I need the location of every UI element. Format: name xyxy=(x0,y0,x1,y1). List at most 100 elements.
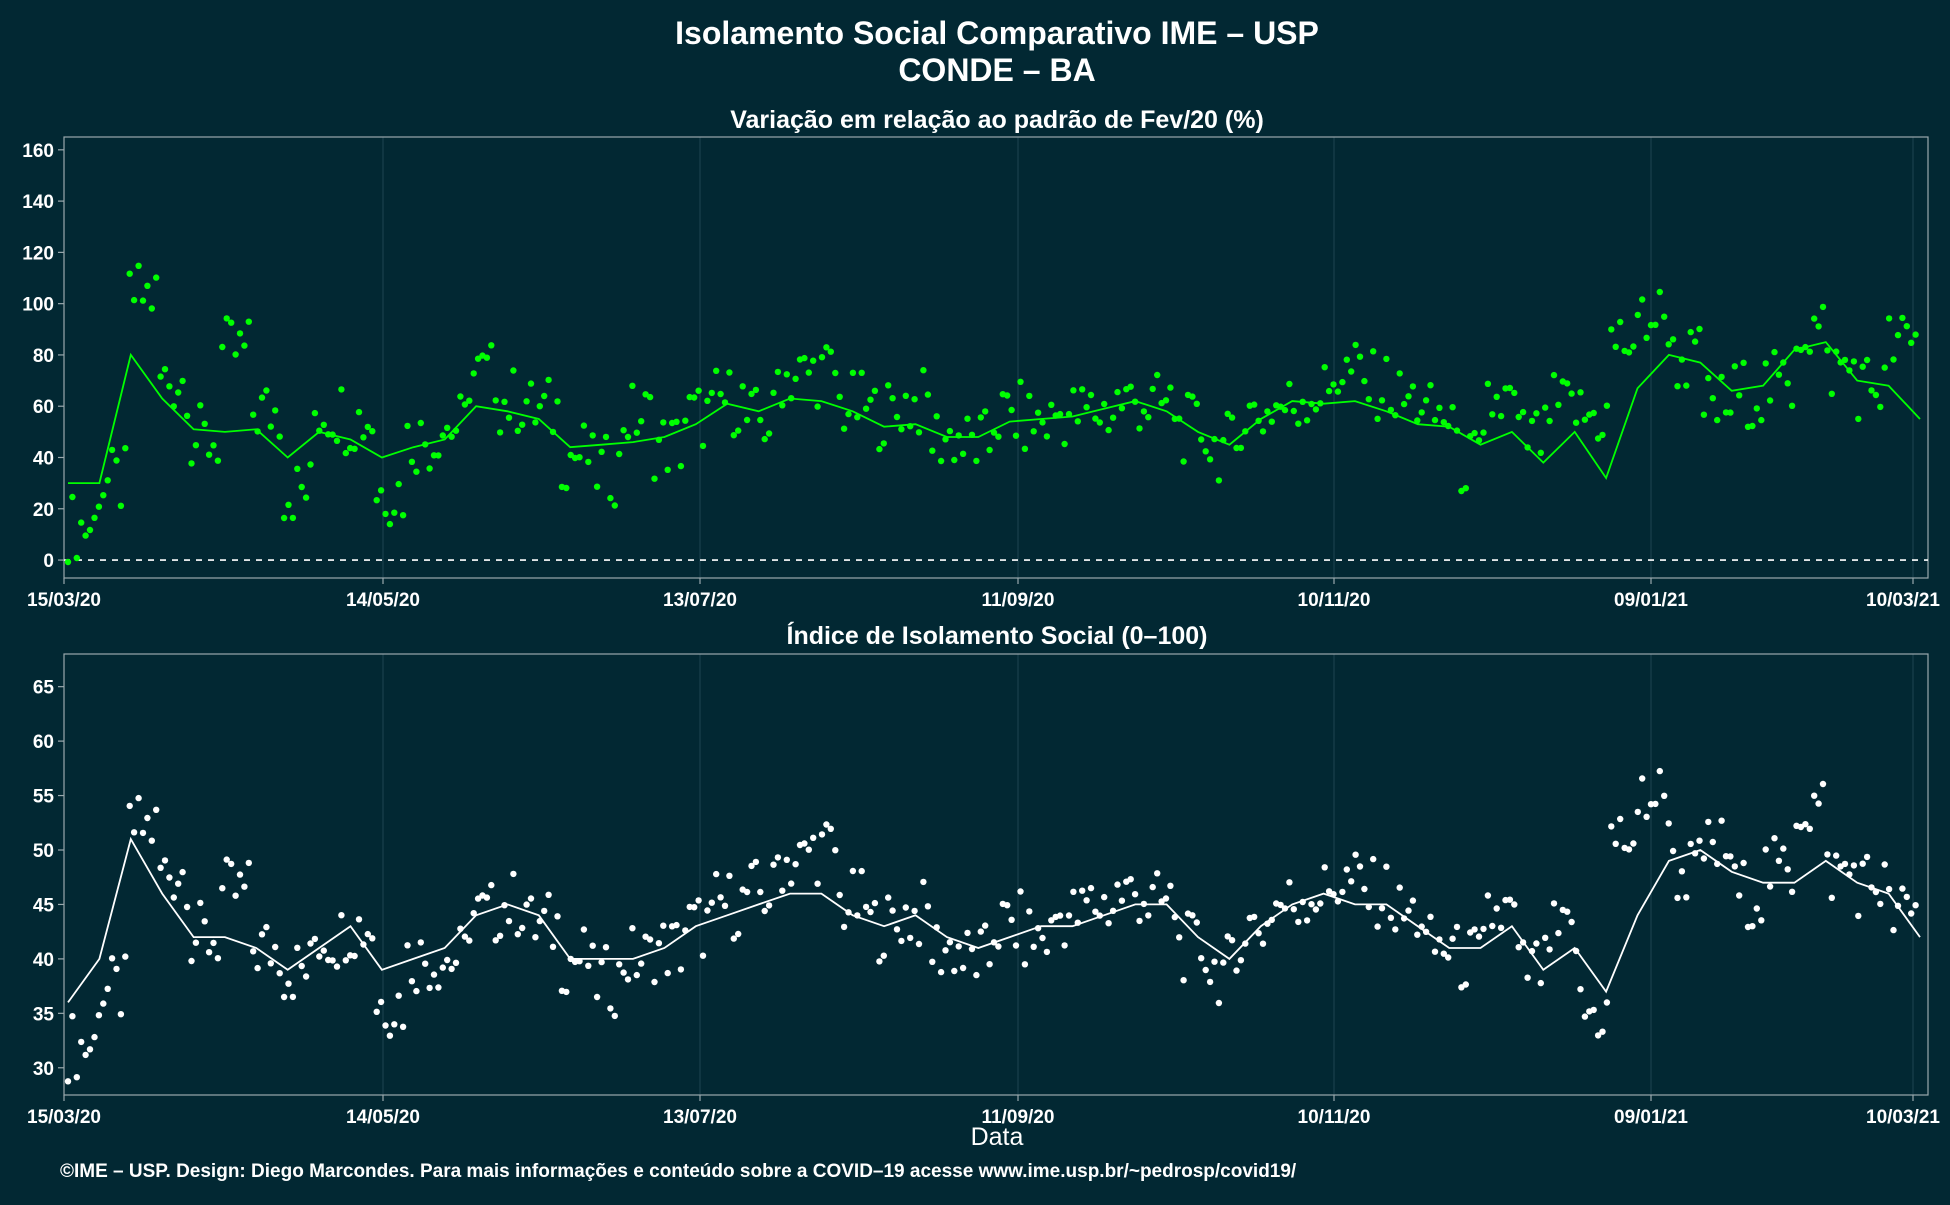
data-point xyxy=(545,376,552,384)
data-point xyxy=(1480,925,1487,933)
data-point xyxy=(721,902,729,909)
data-point xyxy=(422,960,429,967)
data-point xyxy=(483,894,491,901)
data-point xyxy=(1603,402,1611,409)
data-point xyxy=(263,923,270,931)
data-point xyxy=(408,458,416,465)
data-point xyxy=(1524,974,1531,981)
data-point xyxy=(1700,855,1708,862)
data-point xyxy=(210,442,217,449)
data-point xyxy=(166,874,173,881)
data-point xyxy=(452,959,460,966)
data-point xyxy=(1643,813,1650,820)
data-point xyxy=(708,389,715,397)
data-point xyxy=(1594,435,1602,442)
data-point xyxy=(1519,408,1527,416)
data-point xyxy=(1572,947,1580,955)
data-point xyxy=(466,397,473,404)
data-point xyxy=(1890,356,1897,363)
data-point xyxy=(404,422,411,430)
data-point xyxy=(1766,883,1774,890)
data-point xyxy=(1268,418,1276,425)
data-point xyxy=(408,978,416,985)
data-point xyxy=(840,923,848,931)
data-point xyxy=(1418,923,1425,930)
data-point xyxy=(1281,905,1289,912)
x-tick-label: 14/05/20 xyxy=(346,1107,420,1128)
data-point xyxy=(360,434,367,441)
data-point xyxy=(527,895,535,902)
data-point xyxy=(1303,417,1311,424)
data-point xyxy=(1365,396,1373,403)
data-point xyxy=(1105,920,1112,927)
data-point xyxy=(1594,1032,1602,1039)
plot-frame xyxy=(63,653,1929,1096)
data-point xyxy=(1114,881,1121,888)
data-point xyxy=(748,390,755,398)
data-point xyxy=(355,916,363,923)
data-point xyxy=(633,971,640,979)
data-point xyxy=(1718,817,1725,824)
data-point xyxy=(1665,820,1672,827)
data-point xyxy=(1550,371,1558,379)
data-point xyxy=(1515,944,1522,951)
data-point xyxy=(276,433,283,440)
data-point xyxy=(959,964,967,972)
data-point xyxy=(1912,331,1919,338)
data-point xyxy=(523,901,530,908)
data-point xyxy=(298,483,305,491)
data-point xyxy=(1696,837,1703,844)
data-point xyxy=(1422,928,1430,935)
data-point xyxy=(1206,978,1214,986)
data-point xyxy=(1149,883,1156,891)
data-point xyxy=(1762,846,1769,853)
data-point xyxy=(589,942,596,949)
data-point xyxy=(554,913,561,920)
y-tick-label: 20 xyxy=(33,500,54,521)
data-point xyxy=(280,514,288,522)
data-point xyxy=(338,386,345,393)
data-point xyxy=(757,888,764,896)
data-point xyxy=(236,871,244,878)
data-point xyxy=(1890,926,1897,934)
data-point xyxy=(1193,400,1201,407)
data-point xyxy=(289,514,297,522)
data-point xyxy=(1237,957,1245,964)
data-point xyxy=(201,420,208,427)
data-point xyxy=(1661,313,1668,320)
data-point xyxy=(858,369,865,376)
data-point xyxy=(1396,884,1403,891)
data-point xyxy=(320,947,327,954)
bottom-panel-title: Índice de Isolamento Social (0–100) xyxy=(787,621,1208,650)
data-point xyxy=(245,318,252,325)
data-point xyxy=(1405,907,1412,914)
data-point xyxy=(1824,347,1831,354)
data-point xyxy=(1321,864,1328,871)
data-point xyxy=(1687,840,1694,848)
data-point xyxy=(1127,876,1134,883)
data-point xyxy=(818,831,826,838)
data-point xyxy=(1899,885,1906,892)
data-point xyxy=(100,492,107,499)
data-point xyxy=(175,389,182,396)
data-point xyxy=(1312,906,1320,913)
data-point xyxy=(505,414,513,421)
data-point xyxy=(1511,389,1518,397)
data-point xyxy=(1749,923,1756,930)
data-point xyxy=(1484,380,1492,387)
data-point xyxy=(395,992,402,999)
data-point xyxy=(1462,485,1470,492)
data-point xyxy=(849,369,857,376)
data-point xyxy=(399,1023,407,1030)
data-point xyxy=(1537,449,1545,456)
data-point xyxy=(320,421,327,428)
data-point xyxy=(333,963,341,970)
data-point xyxy=(1599,431,1606,439)
data-point xyxy=(161,857,169,864)
data-point xyxy=(1400,915,1408,922)
data-point xyxy=(179,868,186,876)
data-point xyxy=(541,907,548,915)
y-tick-label: 140 xyxy=(22,192,54,213)
data-point xyxy=(223,315,230,322)
data-point xyxy=(386,520,394,528)
